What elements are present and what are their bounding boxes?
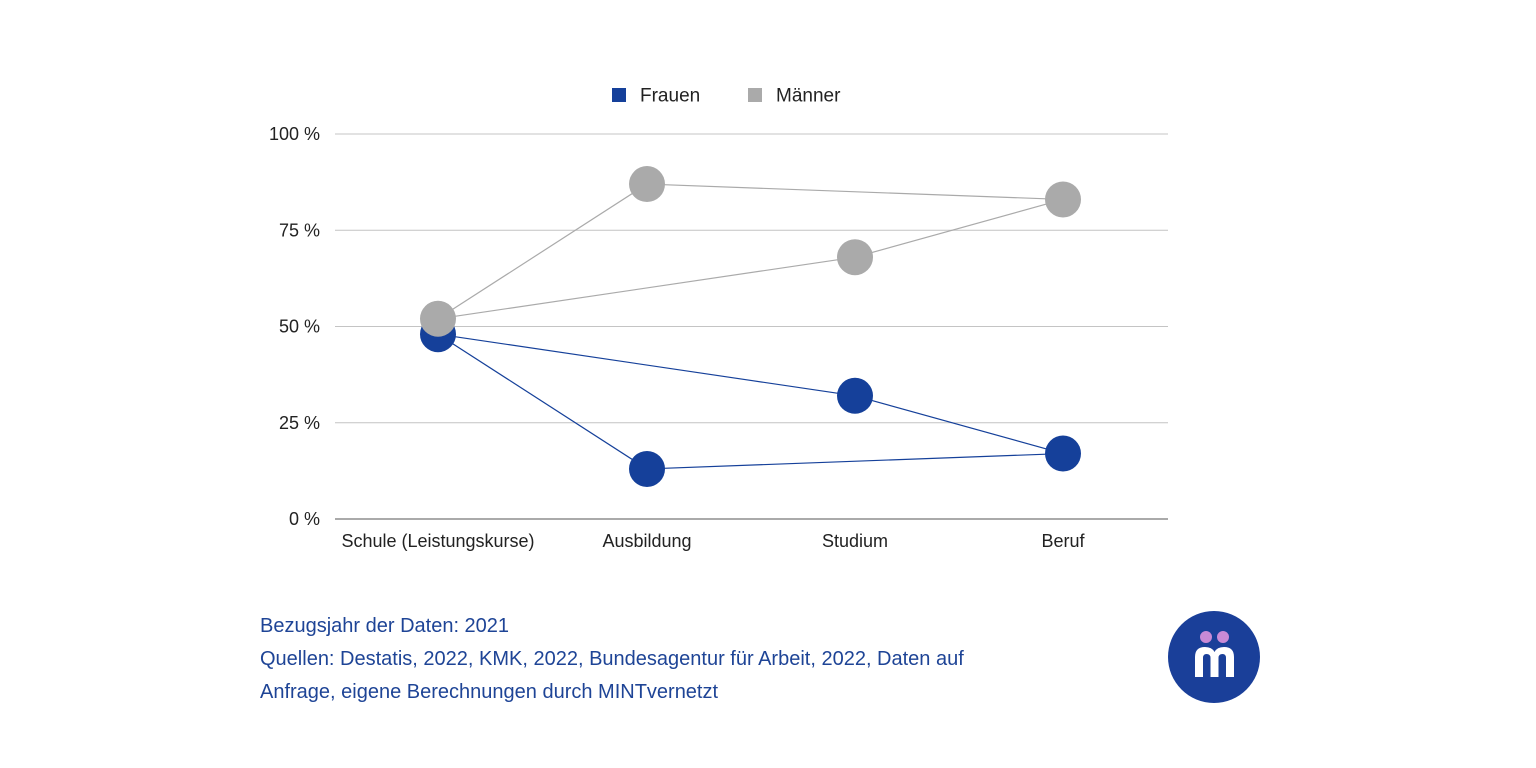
y-tick-label: 75 % [279, 220, 320, 240]
line-chart: Frauen Männer 0 % 25 % 50 % 75 % 100 % Schule… [269, 86, 1168, 551]
series-line-männer [854, 198, 1064, 258]
sources-text-line-1: Quellen: Destatis, 2022, KMK, 2022, Bund… [260, 648, 964, 670]
chart-legend: Frauen Männer [612, 86, 841, 107]
data-point-männer [837, 239, 873, 276]
data-point-frauen [1045, 435, 1081, 472]
y-tick-label: 0 % [289, 509, 320, 529]
legend-swatch-frauen [612, 88, 626, 102]
series-line-männer [437, 183, 648, 320]
x-tick-label: Beruf [1041, 531, 1085, 551]
chart-grid [335, 133, 1168, 520]
data-point-männer [1045, 181, 1081, 218]
legend-label-frauen: Frauen [640, 86, 700, 107]
sources-text-line-2: Anfrage, eigene Berechnungen durch MINTv… [260, 681, 719, 703]
series-line-frauen [437, 333, 648, 470]
reference-year-text: Bezugsjahr der Daten: 2021 [260, 615, 510, 637]
series-line-männer [437, 256, 856, 320]
y-tick-label: 50 % [279, 317, 320, 337]
series-lines [437, 183, 1064, 470]
series-line-frauen [646, 452, 1064, 470]
series-markers [420, 166, 1081, 487]
y-tick-label: 25 % [279, 413, 320, 433]
legend-label-männer: Männer [776, 86, 841, 107]
series-line-männer [646, 183, 1064, 201]
x-tick-label: Studium [822, 531, 888, 551]
data-point-frauen [837, 377, 873, 414]
y-axis-labels: 0 % 25 % 50 % 75 % 100 % [269, 124, 320, 529]
x-tick-label: Schule (Leistungskurse) [341, 531, 534, 551]
source-notes: Bezugsjahr der Daten: 2021 Quellen: Dest… [260, 610, 964, 709]
data-point-männer [420, 300, 456, 337]
x-axis-labels: Schule (Leistungskurse) Ausbildung Studium… [341, 531, 1085, 551]
mintvernetzt-logo [1168, 611, 1260, 703]
series-line-frauen [854, 395, 1064, 455]
data-point-frauen [629, 450, 665, 487]
y-tick-label: 100 % [269, 124, 320, 144]
x-tick-label: Ausbildung [602, 531, 691, 551]
series-line-frauen [437, 333, 856, 397]
mintvernetzt-m-icon [1168, 611, 1260, 703]
legend-swatch-männer [748, 88, 762, 102]
data-point-männer [629, 166, 665, 203]
